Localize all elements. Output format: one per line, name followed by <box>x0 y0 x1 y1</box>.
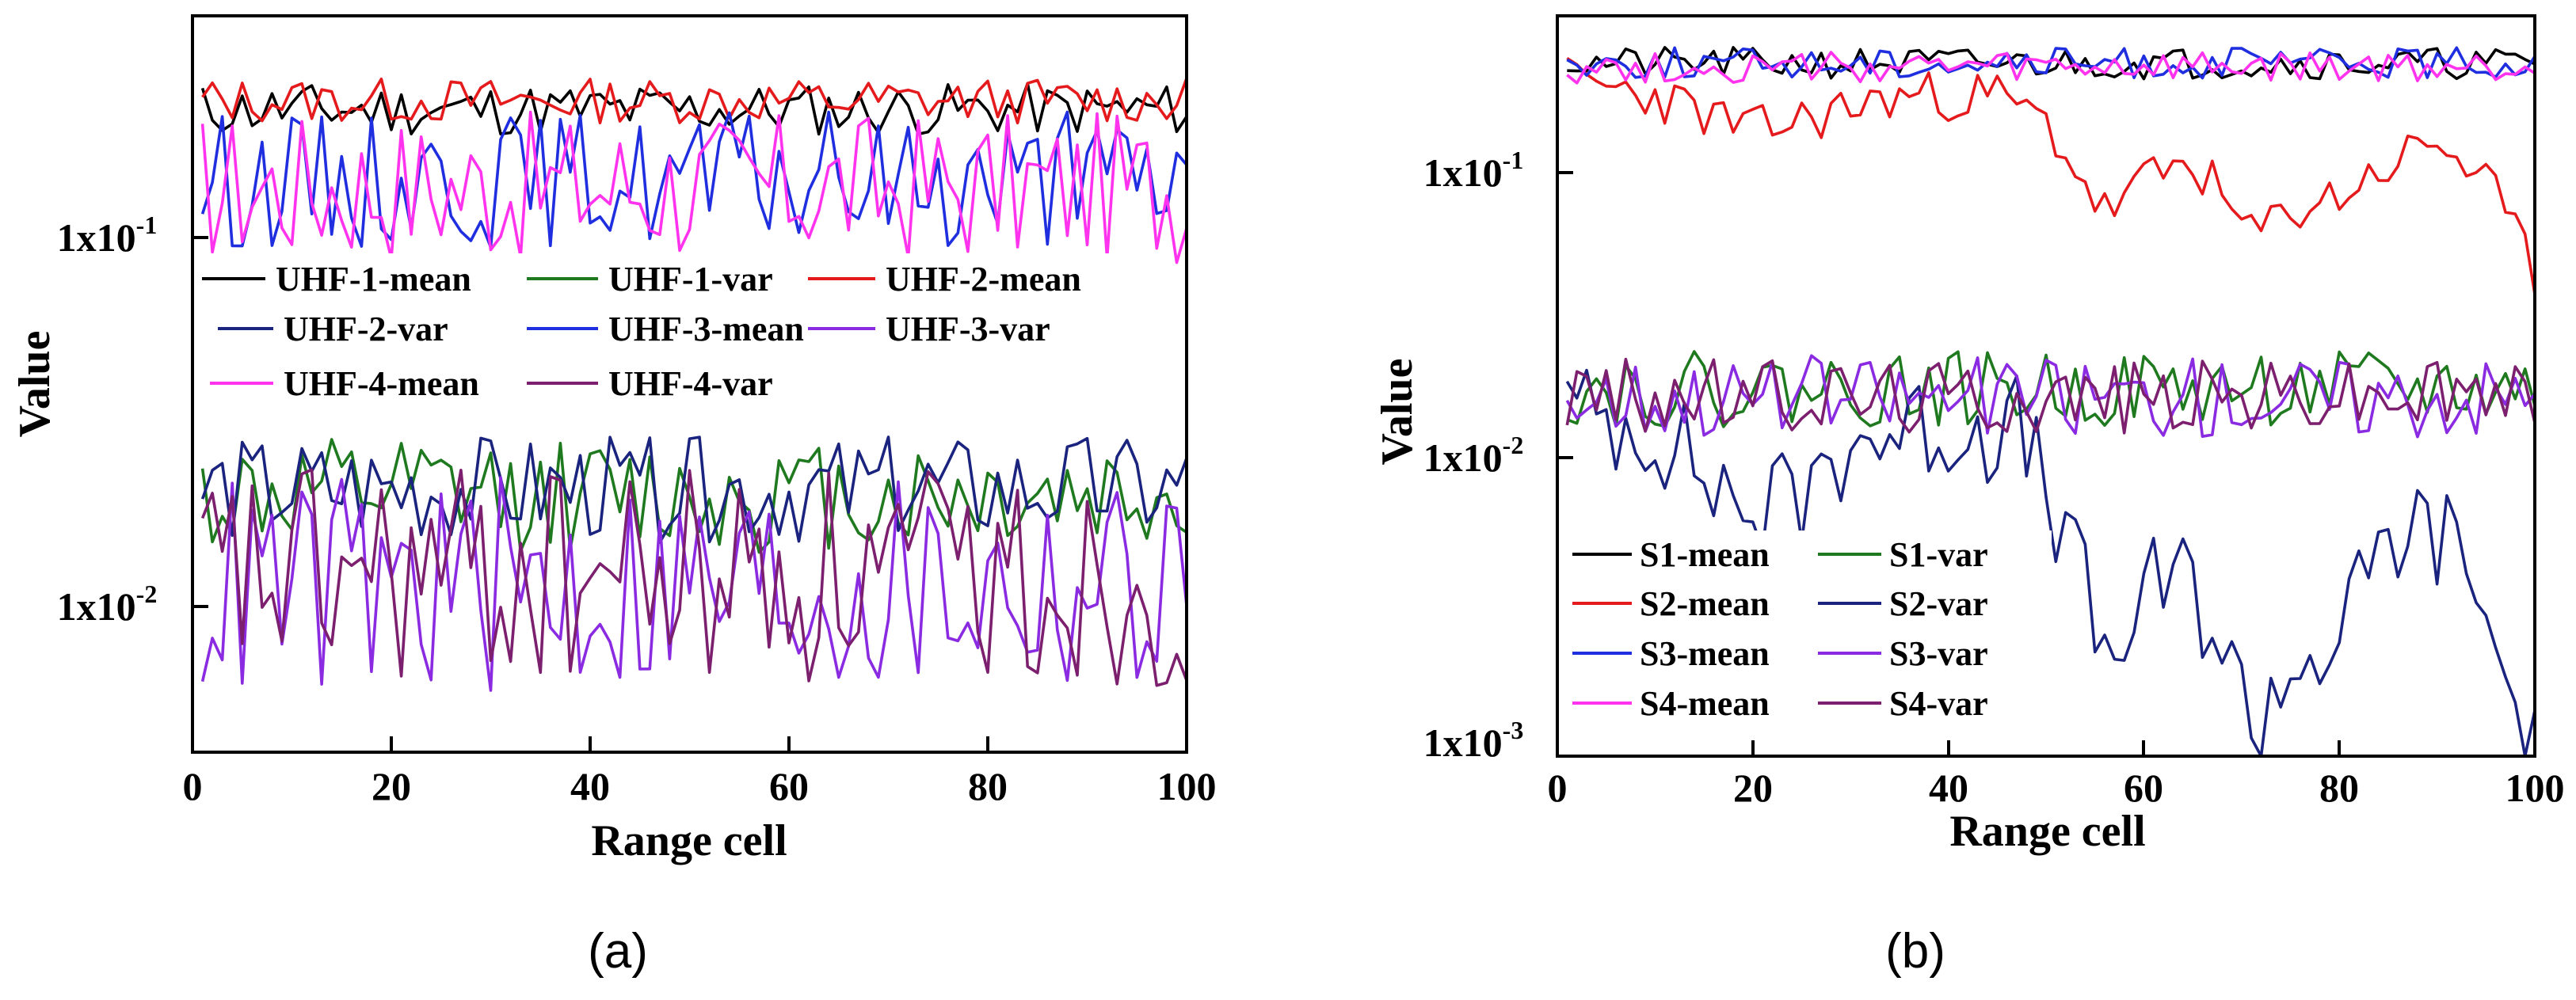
series-line-uhf-2-var <box>200 435 1188 544</box>
x-tick-label: 60 <box>2124 766 2163 810</box>
x-tick-label: 80 <box>2319 766 2359 810</box>
plot-frame-a <box>191 14 1188 754</box>
y-tick-label: 1x10-1 <box>57 211 158 260</box>
series-group-b <box>1565 46 2536 758</box>
y-axis-label-b: Value <box>1373 359 1422 466</box>
y-ticks-a: 1x10-1 1x10-2 <box>57 211 208 629</box>
series-line-s4-mean <box>1566 51 2536 85</box>
legend-box-b <box>1564 530 2052 732</box>
y-tick-label: 1x10-2 <box>57 580 158 629</box>
x-tick-label: 80 <box>968 764 1008 808</box>
legend-label: UHF-2-mean <box>886 260 1081 298</box>
series-line-uhf-3-mean <box>200 110 1188 249</box>
legend-entry: UHF-2-var <box>218 310 448 348</box>
x-tick-label: 0 <box>183 764 203 808</box>
legend-entry: S1-mean <box>1572 535 1770 574</box>
legend-label: S4-mean <box>1640 684 1770 723</box>
legend-entry: S1-var <box>1818 535 1988 574</box>
x-tick-label: 100 <box>2506 766 2565 810</box>
panel-caption-b: (b) <box>1885 924 1945 979</box>
legend-label: S2-mean <box>1640 584 1770 623</box>
legend-label: UHF-4-mean <box>284 364 479 403</box>
series-line-s4-var <box>1565 357 2536 435</box>
y-axis-label-a: Value <box>10 331 59 438</box>
series-line-s2-mean <box>1566 56 2536 295</box>
legend-label: S3-mean <box>1640 634 1770 673</box>
legend-entry: S2-mean <box>1572 584 1770 623</box>
chart-panel-b: 1x10-1 1x10-2 1x10-3 0 20 40 60 80 100 R… <box>1373 14 2565 979</box>
legend-entry: UHF-1-var <box>527 260 773 298</box>
x-axis-label-b: Range cell <box>1949 807 2145 856</box>
x-tick-label: 40 <box>1929 766 1968 810</box>
x-tick-label: 100 <box>1157 764 1217 808</box>
chart-panel-a: 1x10-1 1x10-2 0 20 40 60 80 100 Range ce… <box>10 14 1217 979</box>
x-tick-label: 20 <box>1733 766 1773 810</box>
legend-label: S1-var <box>1889 535 1988 574</box>
legend-label: S1-mean <box>1640 535 1770 574</box>
legend-label: UHF-1-mean <box>276 260 471 298</box>
plot-frame-b <box>1556 14 2536 758</box>
y-tick-label: 1x10-2 <box>1423 431 1524 480</box>
legend-label: UHF-2-var <box>284 310 448 348</box>
legend-label: S4-var <box>1889 684 1988 723</box>
y-tick-label: 1x10-3 <box>1423 716 1524 765</box>
series-group-a <box>200 78 1188 692</box>
legend-a: UHF-1-mean UHF-1-var UHF-2-mean UHF-2-va… <box>198 253 1125 404</box>
legend-label: S2-var <box>1889 584 1988 623</box>
panel-caption-a: (a) <box>588 924 648 979</box>
legend-label: UHF-3-var <box>886 310 1050 348</box>
x-tick-label: 0 <box>1548 766 1568 810</box>
x-ticks-b: 0 20 40 60 80 100 <box>1548 740 2565 810</box>
legend-entry: UHF-3-var <box>808 310 1050 348</box>
series-line-uhf-4-var <box>200 468 1188 687</box>
series-line-uhf-4-mean <box>200 110 1188 264</box>
x-ticks-a: 0 20 40 60 80 100 <box>183 736 1217 808</box>
legend-b: S1-mean S1-var S2-mean S2-var S3-mean S3… <box>1564 530 2052 732</box>
legend-entry: UHF-4-mean <box>210 364 479 403</box>
legend-label: S3-var <box>1889 634 1988 673</box>
legend-entry: S4-mean <box>1572 684 1770 723</box>
x-tick-label: 60 <box>769 764 809 808</box>
legend-entry: UHF-3-mean <box>527 310 804 348</box>
legend-entry: S2-var <box>1818 584 1988 623</box>
x-tick-label: 40 <box>570 764 610 808</box>
legend-entry: S3-var <box>1818 634 1988 673</box>
x-axis-label-a: Range cell <box>591 816 787 865</box>
series-line-s3-var <box>1565 354 2536 439</box>
legend-entry: UHF-4-var <box>527 364 773 403</box>
legend-label: UHF-3-mean <box>608 310 804 348</box>
legend-box-a <box>198 253 1125 404</box>
legend-entry: UHF-2-mean <box>808 260 1081 298</box>
legend-entry: S4-var <box>1818 684 1988 723</box>
legend-entry: UHF-1-mean <box>202 260 471 298</box>
legend-entry: S3-mean <box>1572 634 1770 673</box>
y-ticks-b: 1x10-1 1x10-2 1x10-3 <box>1423 146 1573 765</box>
series-line-s2-var <box>1565 368 2536 758</box>
legend-label: UHF-1-var <box>608 260 773 298</box>
series-line-uhf-3-var <box>200 476 1188 692</box>
legend-label: UHF-4-var <box>608 364 773 403</box>
y-tick-label: 1x10-1 <box>1423 146 1524 195</box>
series-line-uhf-2-mean <box>201 78 1188 125</box>
x-tick-label: 20 <box>372 764 411 808</box>
